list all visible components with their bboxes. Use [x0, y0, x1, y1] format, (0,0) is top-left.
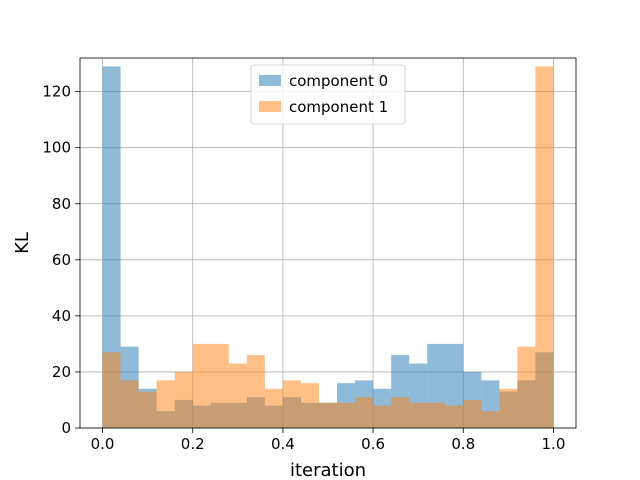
- y-tick-label-2: 40: [52, 307, 71, 325]
- y-tick-label-0: 0: [61, 419, 71, 437]
- bar-series1-bin18: [427, 402, 446, 428]
- bar-series1-bin12: [318, 402, 338, 428]
- legend-label-0: component 0: [289, 72, 388, 90]
- bar-series1-bin19: [445, 405, 464, 428]
- legend-swatch-0: [259, 75, 281, 86]
- bar-series1-bin22: [499, 388, 518, 428]
- bar-series1-bin3: [156, 380, 175, 428]
- y-tick-label-4: 80: [52, 195, 71, 213]
- x-tick-label-2: 0.4: [271, 435, 295, 453]
- y-axis-ticks: 0 20 40 60 80 100 120: [42, 83, 80, 437]
- x-tick-label-1: 0.2: [181, 435, 205, 453]
- bar-series1-bin14: [355, 397, 374, 428]
- y-tick-label-1: 20: [52, 363, 71, 381]
- bar-series1-bin6: [210, 343, 229, 428]
- legend-swatch-1: [259, 101, 281, 112]
- legend: component 0 component 1: [250, 64, 406, 125]
- bar-series1-bin15: [373, 405, 392, 428]
- y-tick-label-5: 100: [42, 139, 71, 157]
- y-axis-label: KL: [12, 232, 33, 254]
- x-tick-label-0: 0.0: [91, 435, 115, 453]
- bar-series1-bin4: [174, 371, 193, 428]
- bar-series1-bin24: [535, 66, 554, 428]
- bar-series1-bin17: [409, 402, 428, 428]
- bar-series0-bin0: [102, 66, 121, 428]
- bar-series1-bin23: [517, 346, 536, 428]
- y-tick-label-6: 120: [42, 83, 71, 101]
- bar-series1-bin13: [337, 402, 356, 428]
- bar-series1-bin0: [102, 352, 121, 428]
- legend-box: [250, 64, 406, 125]
- x-tick-label-4: 0.8: [451, 435, 475, 453]
- x-tick-label-3: 0.6: [361, 435, 385, 453]
- x-tick-label-5: 1.0: [542, 435, 566, 453]
- bar-series1-bin10: [282, 380, 301, 428]
- histogram-bars: [102, 66, 554, 428]
- x-axis-ticks: 0.0 0.2 0.4 0.6 0.8 1.0: [91, 428, 566, 453]
- y-tick-label-3: 60: [52, 251, 71, 269]
- bar-series1-bin7: [228, 363, 247, 428]
- bar-series1-bin11: [300, 383, 319, 428]
- bar-series1-bin21: [481, 411, 500, 428]
- bar-series1-bin8: [246, 355, 265, 428]
- x-axis-label: iteration: [290, 460, 366, 480]
- bar-series1-bin16: [391, 397, 410, 428]
- bar-series1-bin5: [192, 343, 211, 428]
- bar-series1-bin1: [120, 380, 139, 428]
- bar-series1-bin9: [264, 388, 283, 428]
- bar-series1-bin2: [138, 391, 157, 428]
- bar-series1-bin20: [463, 399, 482, 428]
- plot-frame: [79, 57, 577, 429]
- legend-label-1: component 1: [289, 98, 388, 116]
